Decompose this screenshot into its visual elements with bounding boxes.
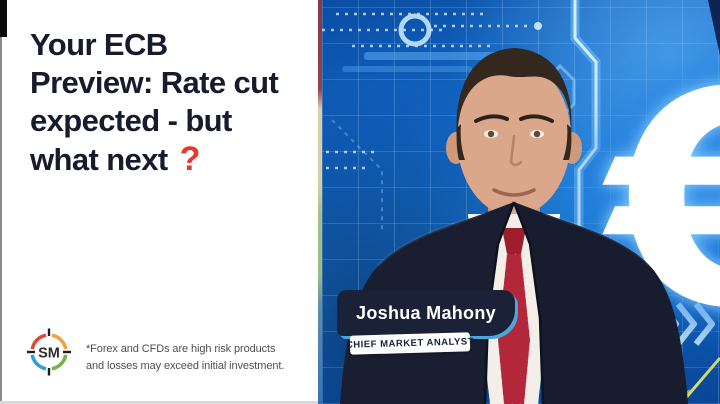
presenter-name: Joshua Mahony [356,302,496,323]
yellow-diagonal-trace [682,357,720,401]
bottom-edge-line [0,401,322,404]
photo-edge-color-strip [318,0,322,404]
headline-line-3: expected - but [30,103,232,138]
headline-line-2: Preview: Rate cut [30,65,279,100]
sm-brand-logo-icon: SM [27,328,71,376]
headline-line-1: Your ECB [30,27,168,62]
logo-arc-bottom-left [30,354,47,371]
headline: Your ECB Preview: Rate cut expected - bu… [30,26,322,179]
presenter-nameplate: Joshua Mahony [337,290,515,336]
presenter-photo-panel: € [322,0,720,404]
left-edge-line [0,0,2,404]
presenter-role-badge: CHIEF MARKET ANALYST [346,332,474,355]
hair [456,48,572,140]
logo-arc-top-right [51,333,68,350]
risk-disclaimer-line-1: *Forex and CFDs are high risk products [86,343,276,355]
logo-arc-top-left [30,333,47,350]
risk-disclaimer: *Forex and CFDs are high risk products a… [86,341,284,375]
headline-line-4: what next? [30,140,201,178]
red-question-mark: ? [179,140,201,178]
tie-knot [502,228,526,254]
logo-crosshair-ticks [27,328,71,376]
top-left-black-notch [0,0,7,37]
suit-right [514,202,688,404]
circuit-ring-node [398,13,432,47]
logo-text: SM [38,346,60,362]
risk-disclaimer-line-2: and losses may exceed initial investment… [86,360,285,372]
circuit-zigzag-trace [573,0,598,240]
logo-arc-bottom-right [51,354,68,371]
presenter-role: CHIEF MARKET ANALYST [345,336,475,351]
